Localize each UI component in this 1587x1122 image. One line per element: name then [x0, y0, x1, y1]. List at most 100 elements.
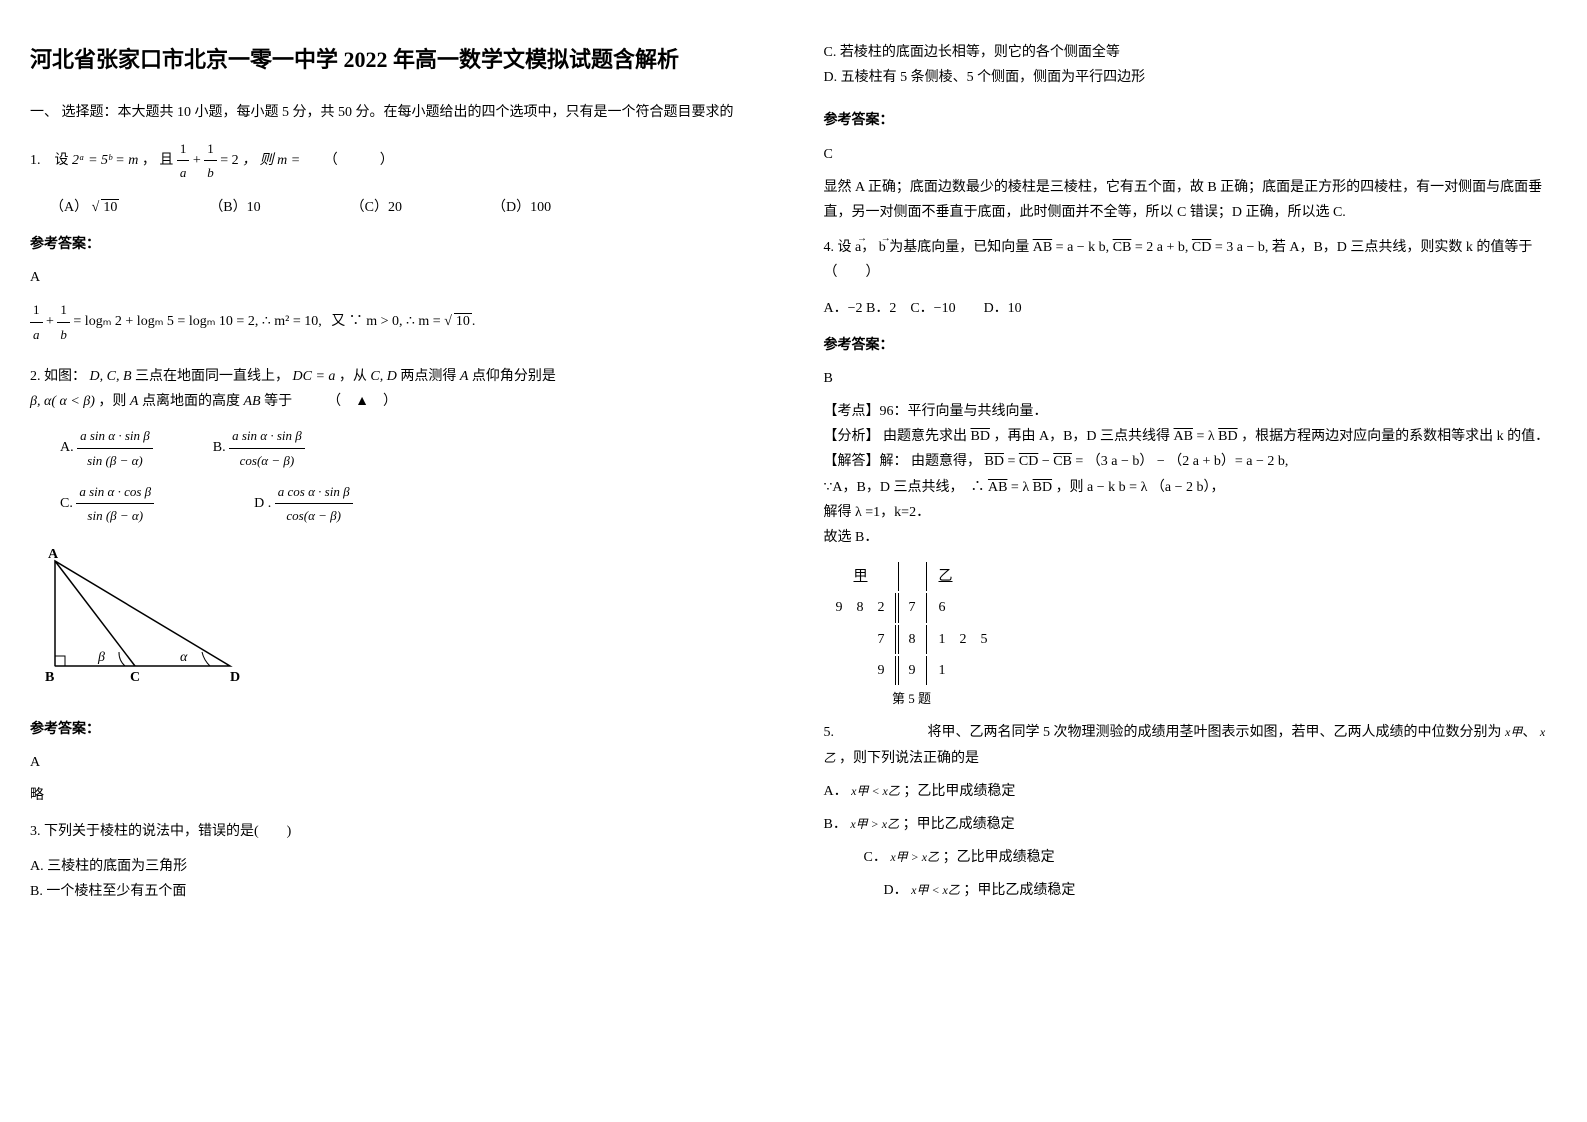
q4-jd-cd: CD [1019, 454, 1038, 469]
q5-opt-d: D． x甲 < x乙 ；甲比乙成绩稳定 [884, 878, 1558, 903]
q5d-txt: ；甲比乙成绩稳定 [963, 883, 1075, 898]
q1-frac1: 1 a [177, 137, 190, 185]
q2-optb-den: cos(α − β) [229, 449, 305, 472]
q4-bd1: BD [971, 429, 990, 444]
stemleaf-hdr-right: 乙 [929, 562, 998, 591]
q1-answer-explanation: 1 a + 1 b = logₘ 2 + logₘ 5 = logₘ 10 = … [30, 298, 764, 346]
q2-l2d: 点离地面的高度 [142, 394, 244, 409]
q2-opts-row2: C. a sin α · cos β sin (β − α) D . a cos… [60, 480, 764, 528]
q2-opts-row1: A. a sin α · sin β sin (β − α) B. a sin … [60, 424, 764, 472]
q2-l2c: A [130, 394, 139, 409]
q1-opt-a: （A） √10 [50, 195, 119, 220]
angle-alpha: α [180, 650, 188, 665]
q4-eqcd: = 3 a − b, [1215, 240, 1269, 255]
q4-jd-bd: BD [985, 454, 1004, 469]
q4-jd4: = （3 a − b） − （2 a + b）= a − 2 b, [1075, 454, 1288, 469]
q2-optc-label: C. [60, 496, 73, 511]
q5-xj: x甲 [1505, 725, 1522, 739]
q4-cb: CB [1113, 240, 1132, 255]
q5-stemleaf-plot: 甲 乙 9 8 2 7 6 7 8 1 2 5 9 9 1 第 5 题 [824, 560, 1000, 710]
q2-optc-num: a sin α · cos β [76, 480, 154, 504]
q4-kaodian: 【考点】96：平行向量与共线向量． [824, 399, 1558, 424]
q5-opt-a: A． x甲 < x乙 ；乙比甲成绩稳定 [824, 779, 1558, 804]
q2-optb-num: a sin α · sin β [229, 424, 305, 448]
q2-opt-d: D . a cos α · sin β cos(α − β) [254, 480, 352, 528]
q2-answer-brief: 略 [30, 783, 764, 808]
q1-opta-label: （A） [50, 200, 88, 215]
q1-opt-d: （D）100 [492, 195, 551, 220]
stem-r2-stem: 9 [898, 656, 927, 685]
q3-answer-label: 参考答案： [824, 108, 1558, 133]
q3-opt-d: D. 五棱柱有 5 条侧棱、5 个侧面，侧面为平行四边形 [824, 65, 1558, 90]
section-1-header: 一、 选择题：本大题共 10 小题，每小题 5 分，共 50 分。在每小题给出的… [30, 100, 764, 125]
q5a-txt: ；乙比甲成绩稳定 [903, 784, 1015, 799]
q2-optb-label: B. [213, 440, 226, 455]
q5d-pre: D． [884, 883, 908, 898]
vertex-b: B [45, 670, 54, 685]
q1-opt-c: （C）20 [351, 195, 402, 220]
q4-fx1: 由题意先求出 [883, 429, 971, 444]
q1-opta-sqrt-val: 10 [101, 199, 119, 215]
q1ans-frac2: 1 b [57, 298, 70, 346]
q4-fx4: ，根据方程两边对应向量的系数相等求出 k 的值． [1241, 429, 1549, 444]
question-3-stem: 3. 下列关于棱柱的说法中，错误的是( ) [30, 819, 764, 844]
stemleaf-hdr-left: 甲 [826, 562, 896, 591]
q1-eq1: 2ᵃ = 5ᵇ = m [72, 153, 138, 168]
q5-num: 5. [824, 725, 835, 740]
q2-optb-frac: a sin α · sin β cos(α − β) [229, 424, 305, 472]
q3-opt-b: B. 一个棱柱至少有五个面 [30, 879, 764, 904]
question-2: 2. 如图： D, C, B 三点在地面同一直线上， DC = a ，从 C, … [30, 364, 764, 414]
q2-answer-letter: A [30, 750, 764, 775]
q1-answer-letter: A [30, 265, 764, 290]
vertex-a: A [48, 547, 59, 562]
q1-frac1-num: 1 [177, 137, 190, 161]
q5c-txt: ；乙比甲成绩稳定 [943, 850, 1055, 865]
q5-text2: ，则下列说法正确的是 [839, 751, 979, 766]
q4-l2a: ∵A，B，D 三点共线， ∴ [824, 480, 985, 495]
q5c-rel: x甲 > x乙 [890, 850, 939, 864]
q5-opt-c: C． x甲 > x乙 ；乙比甲成绩稳定 [864, 845, 1558, 870]
q4-jieda-3: 解得 λ =1，k=2． [824, 500, 1558, 525]
q3-opt-c: C. 若棱柱的底面边长相等，则它的各个侧面全等 [824, 40, 1558, 65]
q1-mid1: ， 且 [142, 153, 174, 168]
q1ans-f2d: b [57, 323, 70, 346]
q1ans-f1d: a [30, 323, 43, 346]
q1ans-f2n: 1 [57, 298, 70, 322]
q5b-pre: B． [824, 817, 847, 832]
q4-eqab: = a − k b, [1056, 240, 1110, 255]
q2-opt-a: A. a sin α · sin β sin (β − α) [60, 424, 153, 472]
q5b-rel: x甲 > x乙 [850, 817, 899, 831]
q4-cd: CD [1192, 240, 1211, 255]
q2-mid1: 三点在地面同一直线上， [135, 369, 289, 384]
q4-mid1: 为基底向量，已知向量 [889, 240, 1029, 255]
q2-l2b: ，则 [98, 394, 130, 409]
q4-jieda-2: ∵A，B，D 三点共线， ∴ AB = λ BD ，则 a − k b = λ … [824, 475, 1558, 500]
q2-optd-num: a cos α · sin β [275, 480, 353, 504]
q2-mid4: 点仰角分别是 [472, 369, 556, 384]
q2-opt-c: C. a sin α · cos β sin (β − α) [60, 480, 154, 528]
q2-triangle-figure: A B C D β α [40, 546, 250, 686]
q1-opt-b: （B）10 [209, 195, 260, 220]
q2-prefix: 2. 如图： [30, 369, 86, 384]
stem-r2-right: 1 [929, 656, 998, 685]
stem-r0-stem: 7 [898, 593, 927, 622]
q1ans-tail: 又 ∵ m > 0, ∴ m = √ [331, 314, 452, 329]
q1-answer-label: 参考答案： [30, 232, 764, 257]
q5-text1: 将甲、乙两名同学 5 次物理测验的成绩用茎叶图表示如图，若甲、乙两人成绩的中位数… [928, 725, 1506, 740]
q2-var3: C, D [370, 369, 396, 384]
q5a-rel: x甲 < x乙 [851, 784, 900, 798]
stem-r1-left: 7 [826, 625, 896, 654]
q4-jd1: 由题意得， [911, 454, 981, 469]
vertex-d: D [230, 670, 240, 685]
stem-r0-right: 6 [929, 593, 998, 622]
q2-l2e: AB [243, 394, 260, 409]
q4-l2ab: AB [988, 480, 1007, 495]
q4-jd-label: 【解答】解： [824, 454, 908, 469]
vertex-c: C [130, 670, 140, 685]
stem-r1-right: 1 2 5 [929, 625, 998, 654]
q4-jd2: = [1007, 454, 1018, 469]
q4-ab: AB [1033, 240, 1052, 255]
q4-l2bd: BD [1033, 480, 1052, 495]
q1ans-sqrt: 10 [454, 313, 472, 329]
q1-frac2-num: 1 [204, 137, 217, 161]
